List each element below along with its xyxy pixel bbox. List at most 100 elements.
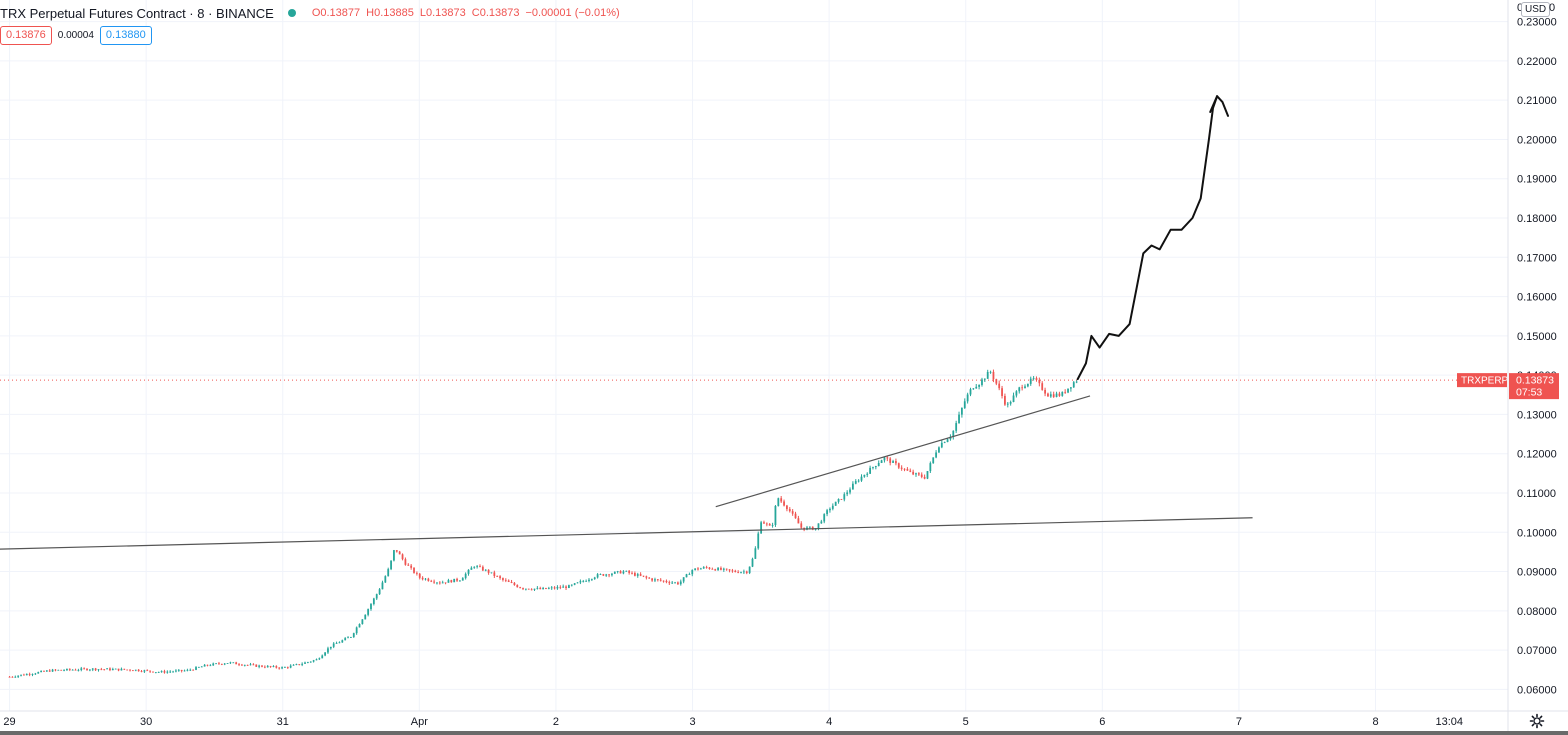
- candle-body: [677, 582, 679, 585]
- bid-price-button[interactable]: 0.13876: [0, 26, 52, 45]
- candle-body: [1072, 382, 1075, 388]
- candle-body: [324, 652, 326, 656]
- last-price-value: 0.13873: [1516, 375, 1554, 387]
- high-label: H: [366, 7, 375, 19]
- x-tick-label: 6: [1099, 716, 1105, 728]
- x-tick-label: 31: [277, 716, 289, 728]
- candle-body: [23, 674, 25, 676]
- candle-body: [20, 674, 22, 676]
- candle-body: [1044, 389, 1046, 394]
- candle-body: [395, 550, 398, 552]
- spread-value: 0.00004: [57, 30, 94, 41]
- candle-body: [1061, 391, 1064, 396]
- candle-body: [935, 452, 937, 458]
- candle-body: [341, 640, 344, 643]
- candle-body: [550, 587, 553, 589]
- candle-body: [872, 467, 874, 468]
- y-tick-label: 0.08000: [1517, 606, 1557, 618]
- symbol-title[interactable]: TRX Perpetual Futures Contract · 8 · BIN…: [0, 5, 274, 21]
- candle-body: [628, 570, 631, 573]
- candle-body: [304, 662, 306, 664]
- candle-body: [140, 671, 143, 672]
- y-tick-label: 0.17000: [1517, 252, 1557, 264]
- candle-body: [757, 533, 760, 549]
- y-tick-label: 0.19000: [1517, 174, 1557, 186]
- candle-body: [849, 489, 851, 493]
- candle-body: [129, 669, 131, 671]
- candle-body: [765, 523, 768, 525]
- candle-body: [857, 480, 860, 482]
- candle-body: [1069, 387, 1072, 389]
- candle-body: [309, 661, 312, 663]
- currency-button[interactable]: USD: [1521, 2, 1551, 17]
- symbol-price-tag: [1457, 373, 1507, 388]
- candle-body: [527, 588, 530, 590]
- candle-body: [456, 578, 458, 581]
- candle-body: [418, 573, 421, 578]
- candle-body: [631, 572, 633, 574]
- candle-body: [791, 511, 794, 514]
- candle-body: [562, 586, 565, 588]
- candle-body: [536, 587, 539, 589]
- candle-body: [831, 505, 834, 509]
- candle-body: [866, 473, 869, 475]
- candle-body: [671, 582, 674, 584]
- support-trendline: [0, 517, 1253, 550]
- candle-body: [513, 582, 516, 586]
- candle-body: [149, 670, 152, 672]
- candle-body: [665, 580, 668, 583]
- ohlc-high: H0.13885: [366, 7, 414, 19]
- candle-body: [895, 461, 897, 464]
- symbol-tag-label: TRXPERP: [1461, 376, 1509, 387]
- candle-body: [74, 669, 77, 671]
- candle-body: [975, 386, 978, 389]
- candle-body: [215, 663, 217, 665]
- candle-body: [146, 670, 149, 672]
- candle-body: [143, 670, 146, 672]
- candle-body: [272, 666, 275, 667]
- rising-trendline: [715, 395, 1091, 508]
- y-tick-label: 0.12000: [1517, 449, 1557, 461]
- candle-body: [522, 588, 524, 590]
- candle-body: [662, 580, 665, 582]
- candle-body: [588, 579, 590, 582]
- candle-body: [877, 463, 880, 467]
- candle-body: [241, 664, 243, 666]
- candle-body: [542, 587, 544, 590]
- gear-icon[interactable]: [1529, 713, 1545, 729]
- candle-body: [519, 587, 522, 589]
- market-status-dot[interactable]: [287, 9, 296, 17]
- candle-body: [177, 669, 180, 671]
- candle-body: [126, 669, 129, 671]
- candle-body: [863, 474, 866, 477]
- x-tick-label: 5: [963, 716, 969, 728]
- candle-body: [915, 473, 917, 475]
- candle-body: [1032, 378, 1035, 379]
- candle-body: [599, 574, 602, 575]
- candle-body: [8, 676, 11, 678]
- candle-body: [1024, 386, 1026, 389]
- candle-body: [278, 667, 281, 669]
- x-tick-label: 2: [553, 716, 559, 728]
- candle-body: [347, 637, 349, 639]
- ask-price-button[interactable]: 0.13880: [99, 26, 152, 45]
- candle-body: [246, 664, 249, 666]
- candle-body: [504, 579, 507, 581]
- candle-body: [949, 436, 952, 440]
- candle-body: [656, 579, 659, 581]
- candle-body: [109, 668, 111, 671]
- candle-body: [909, 470, 912, 472]
- candle-body: [682, 577, 685, 582]
- candle-body: [585, 581, 588, 582]
- candle-body: [742, 571, 745, 573]
- candle-body: [200, 666, 203, 668]
- low-value: 0.13873: [425, 7, 466, 19]
- low-label: L: [419, 7, 426, 19]
- candle-body: [900, 467, 903, 469]
- candle-body: [436, 582, 438, 584]
- candle-body: [694, 568, 697, 570]
- candle-body: [659, 579, 662, 581]
- candle-body: [1067, 388, 1069, 393]
